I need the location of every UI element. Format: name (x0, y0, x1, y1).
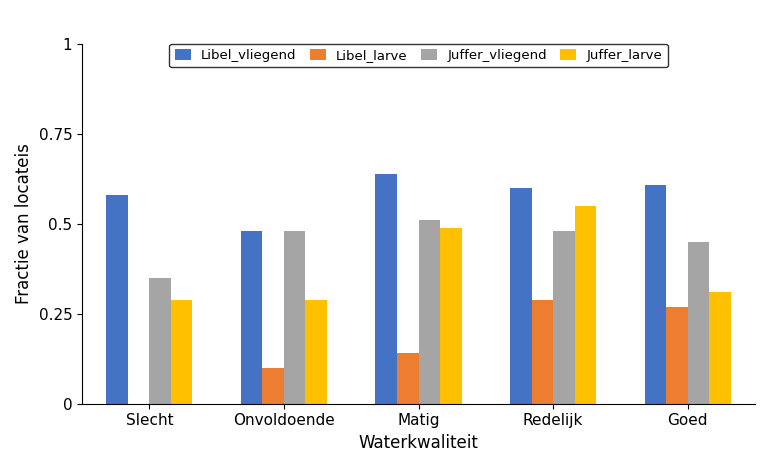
Bar (397, 354, 419, 404)
Bar (263, 368, 284, 404)
X-axis label: Waterkwaliteit: Waterkwaliteit (359, 434, 478, 452)
Bar (376, 174, 397, 404)
Bar (171, 299, 192, 404)
Bar (440, 227, 461, 404)
Bar (284, 231, 306, 404)
Bar (688, 242, 709, 404)
Bar (510, 188, 531, 404)
Bar (531, 299, 553, 404)
Bar (241, 231, 263, 404)
Bar (419, 220, 440, 404)
Bar (553, 231, 574, 404)
Bar (106, 195, 128, 404)
Bar (149, 278, 171, 404)
Y-axis label: Fractie van locateis: Fractie van locateis (15, 143, 33, 304)
Bar (306, 299, 327, 404)
Bar (644, 184, 666, 404)
Legend: Libel_vliegend, Libel_larve, Juffer_vliegend, Juffer_larve: Libel_vliegend, Libel_larve, Juffer_vlie… (169, 44, 668, 67)
Bar (666, 307, 688, 404)
Bar (709, 292, 731, 404)
Bar (574, 206, 596, 404)
